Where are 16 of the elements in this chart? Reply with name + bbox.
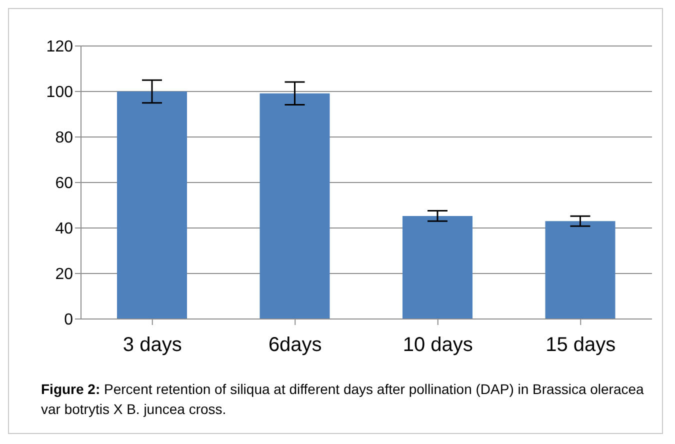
y-tick-label: 20	[55, 266, 74, 284]
y-tick-label: 60	[55, 175, 74, 192]
bar	[545, 221, 616, 319]
x-tick-label: 10 days	[402, 334, 473, 356]
x-tick-label: 6days	[268, 334, 322, 356]
bar	[402, 216, 472, 319]
bar	[117, 92, 187, 319]
y-tick-label: 0	[64, 312, 74, 329]
y-tick-label: 120	[46, 38, 74, 56]
y-tick-label: 100	[46, 84, 74, 102]
y-tick-label: 80	[55, 130, 74, 147]
x-tick-label: 15 days	[546, 334, 616, 356]
bar	[260, 93, 330, 319]
y-tick-label: 40	[55, 220, 74, 238]
caption: Figure 2: Percent retention of siliqua at different days after pollination (DAP) in Brassica oleracea var botrytis X B. juncea cross.	[41, 381, 644, 417]
x-tick-label: 3 days	[122, 334, 182, 356]
